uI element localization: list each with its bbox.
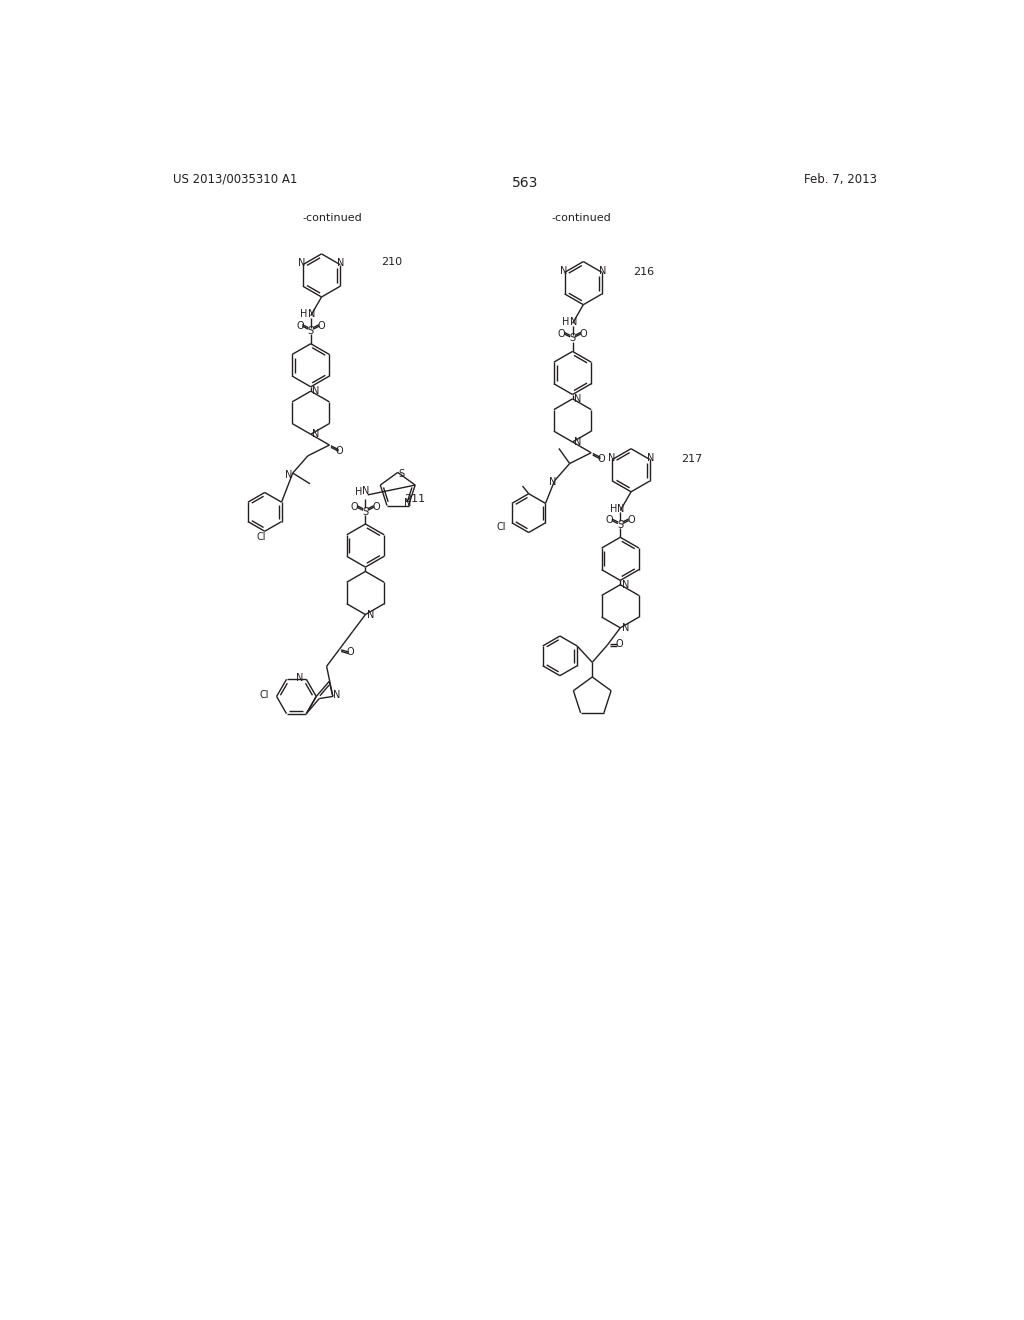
Text: H: H (354, 487, 362, 496)
Text: N: N (333, 690, 340, 700)
Text: N: N (622, 579, 630, 590)
Text: N: N (337, 259, 345, 268)
Text: N: N (361, 486, 369, 496)
Text: O: O (336, 446, 343, 457)
Text: O: O (373, 502, 380, 512)
Text: H: H (300, 309, 307, 319)
Text: N: N (368, 610, 375, 619)
Text: S: S (617, 520, 624, 531)
Text: N: N (574, 393, 582, 404)
Text: O: O (597, 454, 605, 463)
Text: N: N (549, 478, 557, 487)
Text: O: O (558, 329, 565, 339)
Text: H: H (562, 317, 569, 327)
Text: N: N (312, 387, 319, 396)
Text: N: N (574, 437, 582, 447)
Text: N: N (647, 453, 654, 463)
Text: N: N (404, 498, 412, 508)
Text: O: O (605, 516, 613, 525)
Text: Feb. 7, 2013: Feb. 7, 2013 (805, 173, 878, 186)
Text: S: S (569, 334, 575, 343)
Text: O: O (615, 639, 623, 648)
Text: S: S (307, 326, 313, 335)
Text: US 2013/0035310 A1: US 2013/0035310 A1 (173, 173, 297, 186)
Text: Cl: Cl (259, 690, 269, 700)
Text: N: N (622, 623, 630, 632)
Text: O: O (296, 321, 304, 331)
Text: N: N (312, 429, 319, 440)
Text: -continued: -continued (302, 213, 362, 223)
Text: O: O (351, 502, 358, 512)
Text: N: N (298, 259, 306, 268)
Text: N: N (599, 265, 606, 276)
Text: 563: 563 (512, 176, 538, 190)
Text: N: N (297, 673, 304, 682)
Text: N: N (569, 317, 577, 327)
Text: 210: 210 (381, 257, 402, 268)
Text: -continued: -continued (551, 213, 611, 223)
Text: N: N (286, 470, 293, 479)
Text: N: N (617, 504, 625, 513)
Text: 217: 217 (681, 454, 702, 463)
Text: S: S (362, 507, 369, 517)
Text: N: N (560, 265, 567, 276)
Text: S: S (398, 469, 404, 479)
Text: O: O (317, 321, 326, 331)
Text: H: H (609, 504, 617, 513)
Text: 211: 211 (403, 494, 425, 504)
Text: O: O (580, 329, 587, 339)
Text: Cl: Cl (497, 521, 506, 532)
Text: 216: 216 (634, 267, 654, 277)
Text: N: N (608, 453, 615, 463)
Text: O: O (628, 516, 635, 525)
Text: N: N (308, 309, 315, 319)
Text: Cl: Cl (256, 532, 265, 543)
Text: O: O (346, 647, 354, 657)
